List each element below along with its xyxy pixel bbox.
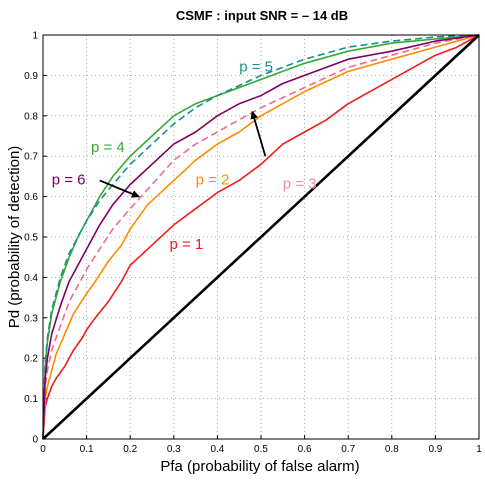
x-tick-label: 0.2 (123, 444, 137, 455)
y-tick-label: 0.3 (24, 313, 38, 324)
y-axis-title: Pd (probability of detection) (6, 146, 23, 329)
x-tick-label: 0 (40, 444, 46, 455)
y-tick-label: 0.4 (24, 273, 38, 284)
curve-label-p-6: p = 6 (52, 171, 86, 188)
x-tick-label: 0.7 (341, 444, 355, 455)
annotation-group: p = 1 p = 2 p = 3 p = 4 p = 5 p = 6 (52, 58, 317, 253)
x-tick-label: 1 (476, 444, 482, 455)
curve-label-p-3: p = 3 (283, 176, 317, 193)
y-tick-label: 0.2 (24, 354, 38, 365)
y-tick-label: 1 (32, 31, 38, 42)
series-line-p-4 (42, 34, 480, 440)
series-line-p-5 (42, 34, 480, 440)
curve-label-p-5: p = 5 (239, 58, 273, 75)
curve-label-p-2: p = 2 (196, 171, 230, 188)
x-tick-label: 0.8 (385, 444, 399, 455)
y-tick-label: 0.6 (24, 192, 38, 203)
x-tick-label: 0.3 (167, 444, 181, 455)
chart-title: CSMF : input SNR = – 14 dB (176, 8, 348, 23)
diagonal-line (42, 34, 480, 440)
y-tick-label: 0.5 (24, 233, 38, 244)
x-tick-label: 0.6 (298, 444, 312, 455)
x-axis-title: Pfa (probability of false alarm) (160, 458, 359, 475)
series-line-p-1 (42, 34, 480, 440)
grid (43, 35, 479, 439)
curve-label-p-4: p = 4 (91, 139, 125, 156)
series-group (42, 34, 480, 440)
y-tick-label: 0.9 (24, 71, 38, 82)
y-tick-label: 0 (32, 435, 38, 446)
y-tick-label: 0.1 (24, 394, 38, 405)
series-line-p-2 (42, 34, 480, 440)
x-tick-label: 0.1 (80, 444, 94, 455)
y-tick-label: 0.7 (24, 152, 38, 163)
x-tick-label: 0.5 (254, 444, 268, 455)
series-line-p-3 (42, 34, 480, 440)
annotation-arrow (99, 179, 140, 198)
y-tick-label: 0.8 (24, 111, 38, 122)
annotation-arrow (250, 110, 267, 157)
plot-frame (42, 34, 480, 440)
x-tick-label: 0.9 (428, 444, 442, 455)
curve-label-p-1: p = 1 (169, 236, 203, 253)
x-tick-label: 0.4 (210, 444, 224, 455)
series-line-p-6 (42, 34, 480, 440)
